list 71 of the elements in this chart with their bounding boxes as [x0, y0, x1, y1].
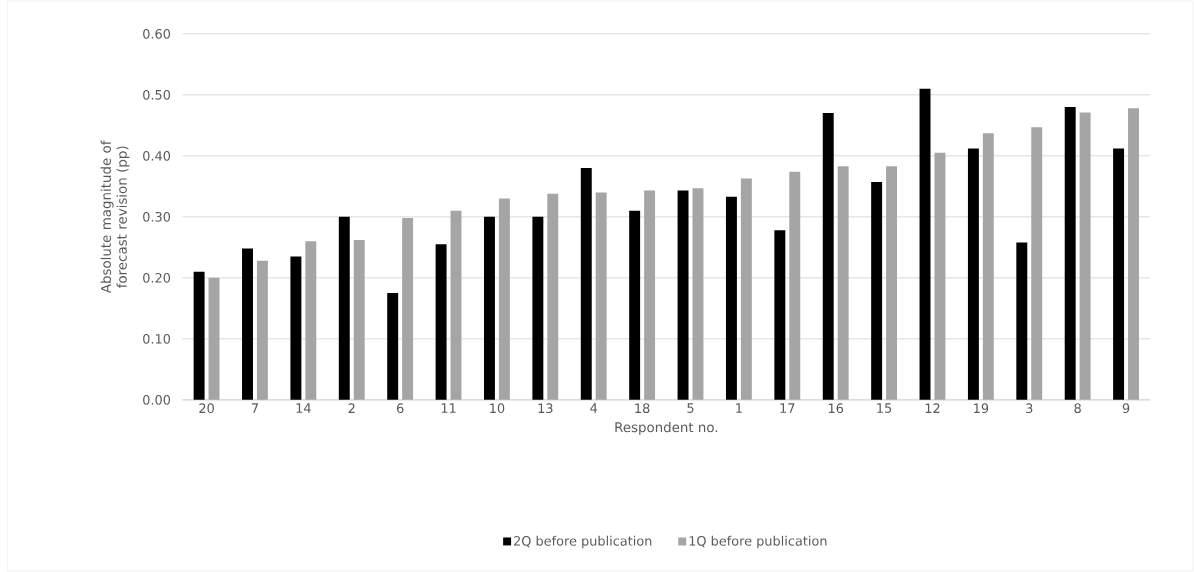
bar — [547, 193, 559, 400]
bar — [740, 178, 752, 400]
x-tick-label: 9 — [1122, 403, 1130, 414]
x-tick-label: 19 — [974, 403, 989, 414]
bar — [967, 148, 979, 400]
bar — [450, 210, 462, 400]
bar — [193, 271, 205, 400]
x-tick-label: 10 — [490, 403, 505, 414]
x-tick-label: 12 — [925, 403, 940, 413]
bar — [1031, 127, 1043, 400]
legend-label: 1Q before publication — [689, 535, 827, 549]
x-tick-label: 3 — [1026, 403, 1033, 414]
x-tick-label: 6 — [396, 403, 404, 414]
bar — [353, 240, 365, 400]
x-tick-label: 17 — [780, 403, 795, 413]
bar — [1113, 148, 1125, 400]
bar — [580, 168, 592, 400]
bar — [629, 210, 641, 400]
x-tick-label: 8 — [1074, 403, 1081, 414]
bar — [886, 166, 898, 400]
bar — [1064, 107, 1076, 400]
bar — [692, 188, 704, 400]
x-tick-label: 18 — [635, 403, 650, 414]
y-tick-label: 0.50 — [143, 89, 171, 100]
bar — [484, 216, 495, 400]
bar — [919, 88, 931, 400]
bar — [774, 230, 786, 400]
x-tick-label: 11 — [441, 403, 456, 413]
bar — [837, 166, 849, 400]
bar — [725, 196, 737, 400]
bar — [208, 277, 220, 400]
x-tick-label: 14 — [296, 403, 311, 413]
x-tick-label: 2 — [348, 403, 355, 413]
bar — [387, 293, 399, 400]
x-tick-label: 13 — [538, 403, 553, 414]
bar — [498, 198, 510, 400]
bar — [677, 190, 689, 400]
x-tick-label: 15 — [877, 403, 892, 413]
bar — [822, 113, 834, 400]
bar — [290, 256, 302, 400]
bar — [644, 190, 656, 400]
x-tick-label: 1 — [736, 403, 742, 413]
bar — [305, 241, 317, 400]
bar — [242, 248, 253, 400]
y-axis-title: Absolute magnitude of forecast revision (pp) — [100, 140, 130, 294]
y-tick-label: 0.60 — [143, 28, 171, 39]
y-tick-label: 0.30 — [143, 211, 171, 222]
legend-label: 2Q before publication — [514, 535, 652, 549]
bar — [595, 192, 607, 400]
bar — [934, 152, 946, 400]
y-tick-label: 0.00 — [143, 395, 171, 405]
bar — [982, 133, 994, 400]
y-tick-label: 0.20 — [143, 272, 171, 283]
x-tick-label: 20 — [199, 403, 214, 414]
bar — [1016, 242, 1028, 400]
x-axis-title: Respondent no. — [615, 421, 718, 435]
bar — [789, 171, 801, 400]
x-tick-label: 5 — [687, 403, 694, 413]
bar — [402, 218, 414, 400]
bar — [1128, 108, 1139, 400]
bar — [435, 244, 447, 400]
bar — [338, 216, 350, 400]
bar — [1079, 112, 1091, 400]
x-tick-label: 4 — [590, 403, 598, 413]
bar — [871, 182, 883, 400]
x-tick-label: 7 — [251, 403, 258, 413]
y-tick-label: 0.40 — [143, 150, 171, 161]
bar — [532, 216, 544, 400]
bar — [256, 260, 268, 400]
x-tick-label: 16 — [828, 403, 844, 414]
y-tick-label: 0.10 — [143, 334, 171, 344]
